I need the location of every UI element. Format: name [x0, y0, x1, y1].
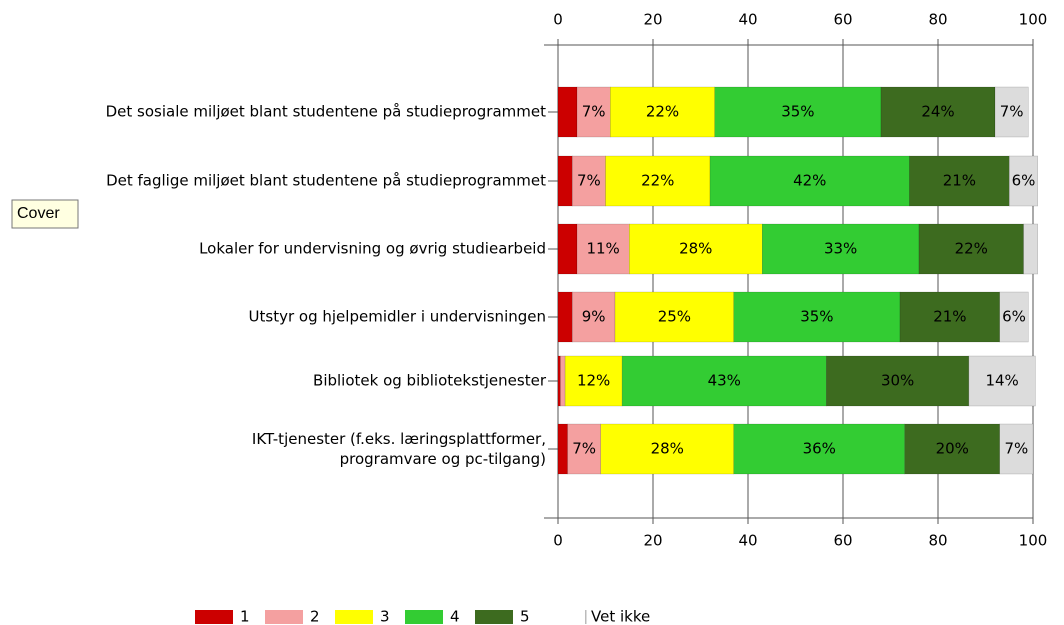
- bar-segment: [605, 155, 711, 207]
- x-tick-label: 80: [928, 532, 947, 550]
- bar-segment: [557, 291, 573, 343]
- bar-segment: [572, 291, 616, 343]
- category-label: Bibliotek og bibliotekstjenester: [313, 372, 547, 390]
- legend-swatch: [265, 610, 303, 624]
- data-label: 7%: [572, 440, 596, 458]
- data-label: 6%: [1002, 308, 1026, 326]
- bar-segment: [999, 291, 1029, 343]
- legend-swatch: [585, 610, 587, 624]
- data-label: 24%: [921, 103, 954, 121]
- bar-segment: [733, 423, 905, 475]
- category-label: Utstyr og hjelpemidler i undervisningen: [249, 308, 546, 326]
- bar-segment: [557, 86, 578, 138]
- bar-segment: [968, 355, 1036, 407]
- bar-segment: [909, 155, 1010, 207]
- data-label: 42%: [793, 172, 826, 190]
- data-label: 7%: [577, 172, 601, 190]
- data-label: 22%: [955, 240, 988, 258]
- legend-swatch: [195, 610, 233, 624]
- legend-label: 3: [380, 608, 390, 625]
- data-label: 36%: [803, 440, 836, 458]
- data-label: 11%: [586, 240, 619, 258]
- bar-segment: [600, 423, 734, 475]
- x-tick-label: 0: [553, 532, 563, 550]
- bar-segment: [564, 355, 623, 407]
- legend-label: 1: [240, 608, 250, 625]
- data-label: 33%: [824, 240, 857, 258]
- data-label: 21%: [943, 172, 976, 190]
- bar-segment: [918, 223, 1024, 275]
- x-tick-label: 20: [643, 11, 662, 29]
- bar-segment: [709, 155, 910, 207]
- x-tick-label: 100: [1019, 11, 1048, 29]
- bar-segment: [1009, 155, 1038, 207]
- data-label: 20%: [936, 440, 969, 458]
- data-label: 30%: [881, 372, 914, 390]
- x-tick-label: 60: [833, 11, 852, 29]
- category-label: Det sosiale miljøet blant studentene på …: [106, 103, 547, 121]
- data-label: 35%: [800, 308, 833, 326]
- data-label: 28%: [679, 240, 712, 258]
- data-label: 25%: [658, 308, 691, 326]
- x-tick-label: 40: [738, 11, 757, 29]
- legend-label: 2: [310, 608, 320, 625]
- x-tick-label: 100: [1019, 532, 1048, 550]
- data-label: 43%: [708, 372, 741, 390]
- legend-label: Vet ikke: [591, 608, 650, 625]
- bar-segment: [567, 423, 601, 475]
- legend-label: 5: [520, 608, 530, 625]
- category-label: Lokaler for undervisning og øvrig studie…: [199, 240, 546, 258]
- data-label: 6%: [1012, 172, 1036, 190]
- bar-segment: [560, 355, 566, 407]
- x-tick-label: 60: [833, 532, 852, 550]
- data-label: 7%: [1000, 103, 1024, 121]
- category-label: IKT-tjenester (f.eks. læringsplattformer…: [252, 430, 546, 468]
- bar-segment: [572, 155, 606, 207]
- legend-label: 4: [450, 608, 460, 625]
- bar-segment: [557, 355, 561, 407]
- data-label: 22%: [641, 172, 674, 190]
- bar-segment: [576, 223, 630, 275]
- bar-segment: [614, 291, 734, 343]
- tooltip-box: [11, 199, 79, 229]
- x-tick-label: 80: [928, 11, 947, 29]
- bar-segment: [826, 355, 970, 407]
- bar-segment: [994, 86, 1029, 138]
- legend-swatch: [475, 610, 513, 624]
- legend-swatch: [335, 610, 373, 624]
- bar-segment: [880, 86, 996, 138]
- bar-segment: [1023, 223, 1038, 275]
- bar-segment: [629, 223, 763, 275]
- category-label: Det faglige miljøet blant studentene på …: [106, 172, 546, 190]
- data-label: 7%: [582, 103, 606, 121]
- data-label: 22%: [646, 103, 679, 121]
- bar-segment: [557, 423, 568, 475]
- bar-segment: [610, 86, 715, 138]
- x-tick-label: 40: [738, 532, 757, 550]
- data-label: 28%: [651, 440, 684, 458]
- data-label: 35%: [781, 103, 814, 121]
- data-label: 21%: [933, 308, 966, 326]
- bar-segment: [904, 423, 1000, 475]
- data-label: 12%: [577, 372, 610, 390]
- bar-segment: [733, 291, 901, 343]
- bar-segment: [557, 223, 578, 275]
- bar-segment: [714, 86, 882, 138]
- data-label: 7%: [1004, 440, 1028, 458]
- bar-segment: [557, 155, 573, 207]
- bar-segment: [899, 291, 1000, 343]
- bar-segment: [999, 423, 1034, 475]
- legend-swatch: [405, 610, 443, 624]
- data-label: 9%: [582, 308, 606, 326]
- tooltip-text: Cover: [17, 205, 60, 222]
- x-tick-label: 20: [643, 532, 662, 550]
- bar-segment: [762, 223, 920, 275]
- data-label: 14%: [985, 372, 1018, 390]
- x-tick-label: 0: [553, 11, 563, 29]
